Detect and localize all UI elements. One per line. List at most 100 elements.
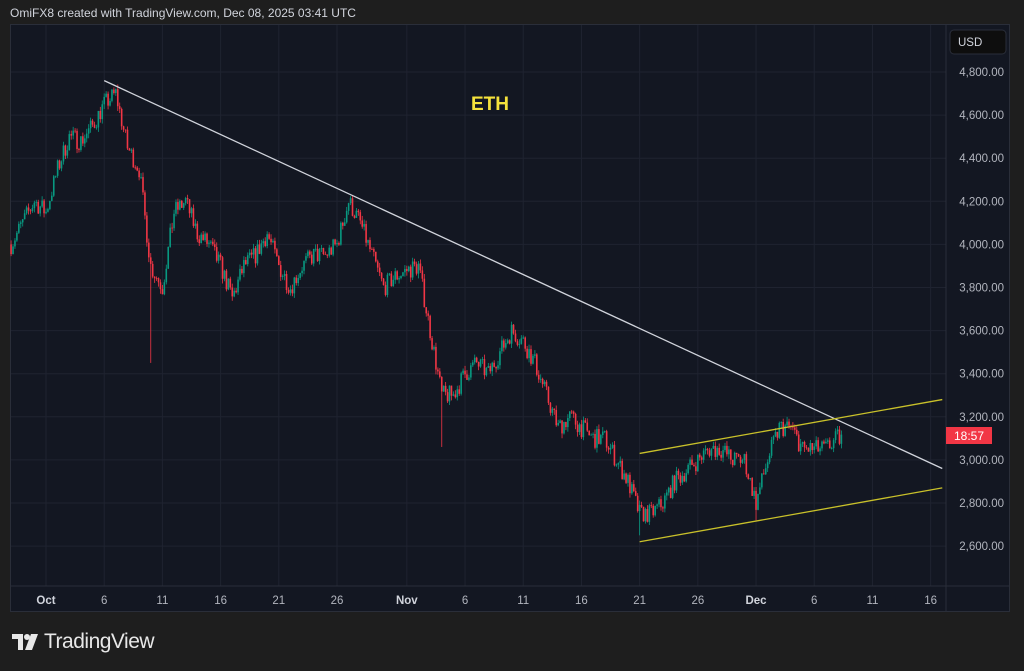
candle-body bbox=[774, 431, 777, 437]
candle-body bbox=[332, 239, 334, 255]
candle-body bbox=[427, 313, 429, 316]
candle-body bbox=[305, 256, 307, 261]
candle-body bbox=[380, 272, 383, 279]
candle-body bbox=[712, 445, 715, 449]
candle-body bbox=[640, 505, 643, 507]
candle-body bbox=[367, 240, 369, 243]
candle-body bbox=[363, 224, 365, 227]
candle-body bbox=[526, 348, 528, 359]
candle-body bbox=[274, 240, 276, 250]
candle-body bbox=[182, 203, 185, 208]
candle-body bbox=[196, 223, 199, 240]
brand-name: TradingView bbox=[44, 630, 155, 653]
candle-body bbox=[250, 252, 253, 255]
candle-body bbox=[289, 289, 292, 293]
candle-body bbox=[272, 240, 274, 243]
candle-body bbox=[122, 126, 125, 130]
candle-body bbox=[537, 374, 540, 380]
candle-body bbox=[726, 445, 728, 455]
candle-body bbox=[161, 289, 164, 295]
candle-body bbox=[570, 411, 573, 413]
candle-body bbox=[373, 249, 375, 252]
candle-body bbox=[175, 202, 177, 214]
candle-body bbox=[165, 268, 168, 283]
candle-body bbox=[799, 443, 802, 452]
candle-body bbox=[181, 200, 183, 208]
candle-body bbox=[361, 220, 364, 227]
candle-body bbox=[404, 268, 406, 273]
candle-body bbox=[396, 271, 398, 280]
candle-body bbox=[631, 484, 633, 494]
candle-body bbox=[780, 421, 783, 423]
candle-body bbox=[407, 266, 410, 271]
candle-body bbox=[797, 434, 800, 452]
candle-body bbox=[74, 130, 76, 132]
candle-body bbox=[144, 192, 146, 216]
candle-body bbox=[687, 464, 689, 474]
candle-body bbox=[417, 263, 420, 274]
candle-body bbox=[735, 452, 738, 455]
candle-body bbox=[473, 357, 476, 363]
candle-body bbox=[439, 371, 441, 377]
chart-panel[interactable] bbox=[10, 24, 1010, 612]
candle-body bbox=[730, 449, 732, 460]
candle-body bbox=[834, 431, 837, 441]
candle-body bbox=[35, 201, 38, 203]
candle-body bbox=[697, 454, 699, 472]
candle-body bbox=[698, 454, 701, 458]
candle-body bbox=[503, 340, 505, 348]
candle-body bbox=[506, 340, 509, 344]
candle-body bbox=[714, 445, 717, 457]
candle-body bbox=[700, 457, 703, 460]
candle-body bbox=[815, 440, 817, 447]
candle-body bbox=[830, 448, 833, 449]
candle-body bbox=[41, 200, 43, 207]
candle-body bbox=[359, 212, 362, 221]
x-tick-label: Oct bbox=[36, 595, 55, 607]
candle-body bbox=[93, 124, 96, 128]
candle-body bbox=[413, 261, 416, 265]
candle-body bbox=[809, 443, 812, 452]
candle-body bbox=[194, 223, 197, 226]
candle-body bbox=[497, 365, 499, 369]
x-tick-label: 6 bbox=[101, 595, 107, 607]
candle-body bbox=[293, 277, 296, 294]
candle-body bbox=[483, 359, 486, 376]
candle-body bbox=[584, 420, 587, 423]
candle-body bbox=[609, 447, 612, 450]
candle-body bbox=[190, 208, 193, 214]
candle-body bbox=[130, 149, 133, 151]
candle-body bbox=[89, 120, 92, 129]
tradingview-logo[interactable]: TradingView bbox=[12, 630, 155, 654]
candle-body bbox=[658, 499, 660, 505]
candle-body bbox=[388, 273, 391, 275]
candle-body bbox=[221, 257, 224, 279]
candle-body bbox=[633, 484, 635, 492]
candle-body bbox=[460, 373, 462, 394]
candle-body bbox=[671, 475, 674, 498]
candle-body bbox=[580, 424, 583, 438]
candle-body bbox=[534, 354, 536, 356]
candle-body bbox=[768, 455, 771, 463]
candle-body bbox=[204, 233, 206, 241]
candle-body bbox=[770, 439, 773, 456]
candle-body bbox=[753, 490, 755, 496]
candle-body bbox=[281, 275, 284, 277]
candle-body bbox=[764, 468, 767, 475]
candle-body bbox=[805, 447, 808, 449]
candle-body bbox=[807, 448, 810, 452]
candle-body bbox=[508, 340, 511, 344]
candle-body bbox=[442, 385, 445, 392]
candle-body bbox=[330, 247, 332, 255]
candle-body bbox=[336, 243, 338, 245]
candle-body bbox=[582, 420, 585, 438]
candle-body bbox=[675, 470, 678, 491]
candle-body bbox=[536, 354, 538, 375]
candle-body bbox=[477, 362, 480, 367]
candle-body bbox=[667, 487, 670, 493]
candle-body bbox=[737, 454, 740, 457]
candle-body bbox=[303, 260, 305, 271]
candle-body bbox=[398, 278, 400, 280]
candle-body bbox=[778, 422, 781, 438]
